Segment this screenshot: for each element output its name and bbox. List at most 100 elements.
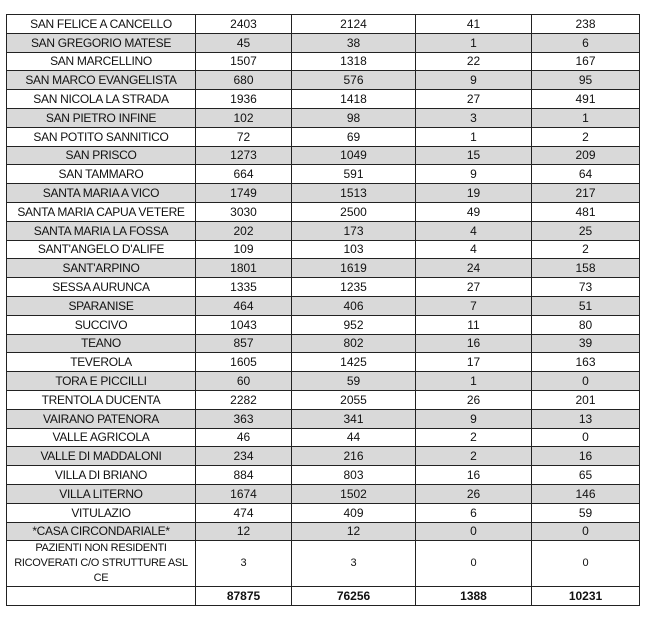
value-cell: 16 [415,333,532,354]
value-cell: 19 [415,183,532,203]
table-row: SAN MARCELLINO 1507 1318 22 167 [6,51,640,72]
value-cell: 39 [531,333,640,354]
value-cell: 1502 [291,483,416,504]
value-cell: 217 [531,183,640,203]
value-cell: 10231 [531,586,640,607]
value-cell: 87875 [195,586,292,607]
value-cell: 1749 [195,183,292,203]
value-cell: 2403 [195,14,292,34]
value-cell: 59 [531,502,640,523]
value-cell: 41 [415,14,532,34]
table-row: PAZIENTI NON RESIDENTI RICOVERATI C/O ST… [6,540,640,588]
table-row: VAIRANO PATENORA 363 341 9 13 [6,408,640,429]
table-row: TEVEROLA 1605 1425 17 163 [6,352,640,373]
table-row: SANT'ANGELO D'ALIFE 109 103 4 2 [6,239,640,260]
value-cell: 98 [291,107,416,128]
comune-cell: SUCCIVO [6,314,196,335]
comune-cell: TEVEROLA [6,352,196,373]
comune-cell: SAN TAMMARO [6,164,196,185]
table-row: SANT'ARPINO 1801 1619 24 158 [6,258,640,279]
table-row: TEANO 857 802 16 39 [6,333,640,354]
value-cell: 1936 [195,89,292,109]
value-cell: 0 [531,540,640,588]
data-table: SAN FELICE A CANCELLO 2403 2124 41 238 SAN GR… [6,14,640,607]
table-row: SAN TAMMARO 664 591 9 64 [6,164,640,185]
value-cell: 17 [415,352,532,373]
value-cell: 9 [415,408,532,429]
value-cell: 38 [291,32,416,53]
value-cell: 163 [531,352,640,373]
value-cell: 146 [531,483,640,504]
value-cell: 2124 [291,14,416,34]
value-cell: 409 [291,502,416,523]
value-cell: 1388 [415,586,532,607]
value-cell: 60 [195,371,292,391]
value-cell: 0 [531,371,640,391]
table-row: VALLE AGRICOLA 46 44 2 0 [6,427,640,448]
comune-cell: VILLA LITERNO [6,483,196,504]
value-cell: 1318 [291,51,416,72]
comune-cell: VALLE DI MADDALONI [6,446,196,467]
comune-cell: VAIRANO PATENORA [6,408,196,429]
value-cell: 481 [531,201,640,222]
value-cell: 0 [415,521,532,542]
value-cell: 2 [531,239,640,260]
value-cell: 158 [531,258,640,279]
value-cell: 24 [415,258,532,279]
comune-cell: SAN FELICE A CANCELLO [6,14,196,34]
table-row: TRENTOLA DUCENTA 2282 2055 26 201 [6,389,640,410]
table-row: VITULAZIO 474 409 6 59 [6,502,640,523]
comune-cell: SAN MARCELLINO [6,51,196,72]
value-cell: 4 [415,220,532,241]
value-cell: 9 [415,164,532,185]
comune-cell: VITULAZIO [6,502,196,523]
value-cell: 857 [195,333,292,354]
value-cell: 1235 [291,277,416,297]
value-cell: 13 [531,408,640,429]
value-cell: 6 [415,502,532,523]
value-cell: 46 [195,427,292,448]
value-cell: 1801 [195,258,292,279]
value-cell: 1674 [195,483,292,504]
value-cell: 0 [415,540,532,588]
value-cell: 1418 [291,89,416,109]
comune-cell: SAN POTITO SANNITICO [6,126,196,147]
value-cell: 4 [415,239,532,260]
value-cell: 3 [415,107,532,128]
comune-cell [6,586,196,607]
value-cell: 45 [195,32,292,53]
table-row: SANTA MARIA LA FOSSA 202 173 4 25 [6,220,640,241]
comune-cell: TEANO [6,333,196,354]
value-cell: 664 [195,164,292,185]
table-row: SUCCIVO 1043 952 11 80 [6,314,640,335]
value-cell: 12 [291,521,416,542]
table-row: SANTA MARIA A VICO 1749 1513 19 217 [6,183,640,203]
value-cell: 102 [195,107,292,128]
table-row: SPARANISE 464 406 7 51 [6,295,640,316]
table-row: SAN POTITO SANNITICO 72 69 1 2 [6,126,640,147]
comune-cell: VALLE AGRICOLA [6,427,196,448]
value-cell: 26 [415,483,532,504]
value-cell: 1273 [195,145,292,166]
value-cell: 51 [531,295,640,316]
value-cell: 1 [415,126,532,147]
value-cell: 209 [531,145,640,166]
value-cell: 491 [531,89,640,109]
value-cell: 2 [415,427,532,448]
value-cell: 1 [531,107,640,128]
table-row: SAN GREGORIO MATESE 45 38 1 6 [6,32,640,53]
value-cell: 73 [531,277,640,297]
value-cell: 25 [531,220,640,241]
value-cell: 167 [531,51,640,72]
value-cell: 2 [415,446,532,467]
value-cell: 3 [195,540,292,588]
comune-cell: SAN MARCO EVANGELISTA [6,70,196,91]
value-cell: 0 [531,427,640,448]
value-cell: 64 [531,164,640,185]
table-row: *CASA CIRCONDARIALE* 12 12 0 0 [6,521,640,542]
value-cell: 1507 [195,51,292,72]
value-cell: 27 [415,277,532,297]
value-cell: 3030 [195,201,292,222]
table-row: SAN MARCO EVANGELISTA 680 576 9 95 [6,70,640,91]
value-cell: 884 [195,465,292,485]
